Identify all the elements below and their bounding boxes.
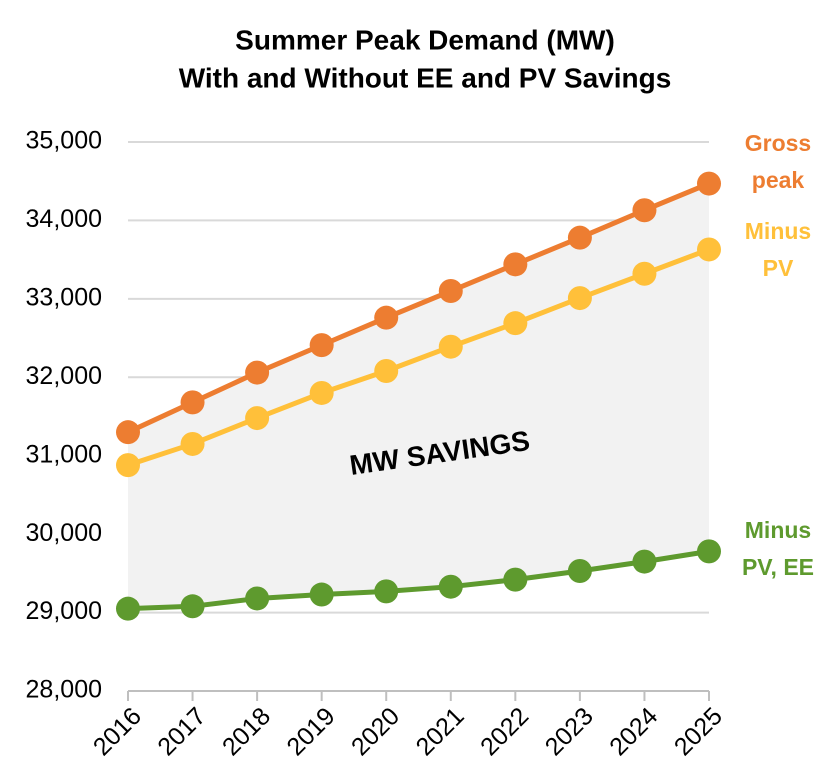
y-tick-label: 28,000 [26,676,102,704]
data-point [503,567,528,592]
data-point [245,406,270,431]
series-line [127,247,710,468]
data-point [697,539,721,564]
x-tick-label: 2016 [88,702,147,761]
x-tick-label: 2022 [475,702,534,761]
data-point [116,453,140,478]
series-label: Gross peak [744,130,812,193]
data-point [245,586,270,611]
y-tick-label: 32,000 [26,362,102,390]
series-label: Minus PV, EE [741,517,815,580]
data-point [180,594,205,619]
chart-title: Summer Peak Demand (MW) [235,24,615,55]
data-point [309,582,334,607]
x-tick-label: 2020 [346,702,405,761]
data-point [374,579,399,604]
y-tick-label: 30,000 [26,519,102,547]
series-line [127,548,710,612]
chart-subtitle: With and Without EE and PV Savings [179,62,672,93]
x-tick-label: 2023 [540,702,599,761]
data-point [245,360,270,385]
data-point [180,390,205,415]
x-tick-label: 2024 [604,702,663,761]
data-point [632,261,657,286]
x-tick-label: 2017 [152,702,211,761]
data-point [374,359,399,384]
data-point [309,333,334,358]
series-line [126,181,710,435]
data-point [632,549,657,574]
data-point [567,225,592,250]
savings-area [128,183,709,609]
y-tick-label: 34,000 [26,205,102,233]
y-tick-label: 33,000 [26,283,102,311]
data-point [438,279,463,304]
data-point [374,305,399,330]
data-point [116,596,140,621]
x-tick-label: 2025 [669,702,728,761]
data-point [503,252,528,277]
y-tick-label: 31,000 [26,440,102,468]
data-point [697,237,721,262]
data-point [309,380,334,405]
x-tick-label: 2021 [411,702,470,761]
y-tick-label: 35,000 [26,127,102,155]
x-tick-label: 2018 [217,702,276,761]
data-point [567,286,592,311]
data-point [438,334,463,359]
data-point [438,574,463,599]
data-point [116,420,140,445]
series-label: Minus PV [744,218,812,281]
x-tick-label: 2019 [281,702,340,761]
y-tick-label: 29,000 [26,597,102,625]
data-point [503,311,528,336]
data-point [567,559,592,584]
data-point [632,198,657,223]
data-point [180,431,205,456]
data-point [697,171,721,196]
